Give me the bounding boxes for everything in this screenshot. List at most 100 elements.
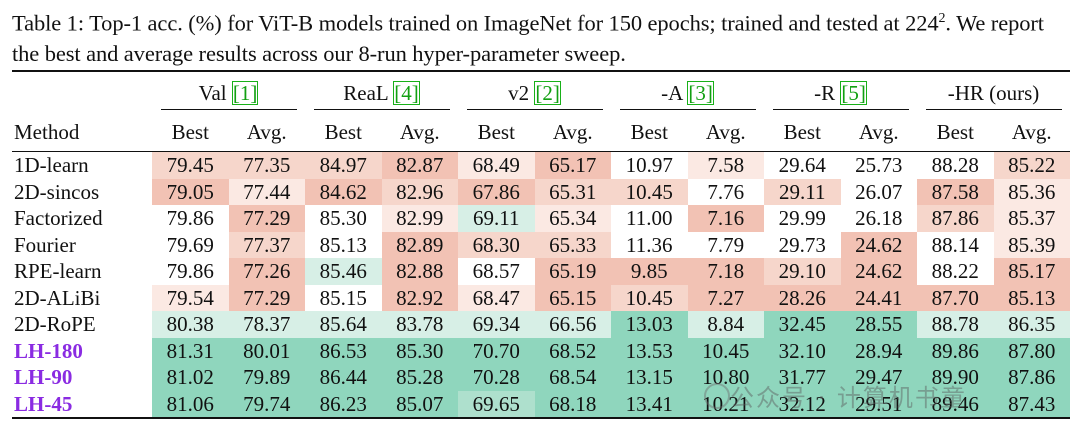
best-value-cell: 89.86 [917,337,994,364]
table-body: 1D-learn 79.45 77.35 84.97 82.87 68.49 65.17 10… [12,151,1070,418]
best-value-cell: 88.78 [917,311,994,338]
table-row: RPE-learn 79.86 77.26 85.46 82.88 68.57 65.19 9… [12,258,1070,285]
table-row: 2D-sincos 79.05 77.44 84.62 82.96 67.86 65.31 1… [12,178,1070,205]
avg-value-cell: 7.58 [687,151,764,179]
best-value-cell: 69.65 [458,390,535,418]
best-value-cell: 80.38 [152,311,229,338]
caption-label: Table 1: [12,10,84,36]
method-name: 2D-RoPE [14,312,96,336]
avg-value-cell: 26.18 [840,205,917,232]
avg-value-cell: 26.07 [840,178,917,205]
results-table: Val [1] ReaL [4] v2 [2] -A [3] -R [5] -H… [12,70,1070,419]
best-value-cell: 29.99 [764,205,841,232]
citation-link[interactable]: [5] [840,81,867,105]
best-value-cell: 10.45 [611,284,688,311]
best-value-cell: 32.12 [764,390,841,418]
avg-value-cell: 77.29 [228,284,305,311]
avg-value-cell: 8.84 [687,311,764,338]
avg-value-cell: 24.62 [840,231,917,258]
best-value-cell: 68.57 [458,258,535,285]
best-value-cell: 86.53 [305,337,382,364]
avg-value-cell: 79.74 [228,390,305,418]
best-value-cell: 13.53 [611,337,688,364]
avg-value-cell: 85.30 [381,337,458,364]
method-name: LH-45 [14,391,73,416]
table-row: 1D-learn 79.45 77.35 84.97 82.87 68.49 65.17 10… [12,151,1070,179]
avg-value-cell: 65.15 [534,284,611,311]
best-value-cell: 81.02 [152,364,229,391]
avg-value-cell: 65.34 [534,205,611,232]
avg-value-cell: 77.35 [228,151,305,179]
method-name: LH-90 [14,365,73,389]
avg-value-cell: 28.94 [840,337,917,364]
best-value-cell: 86.44 [305,364,382,391]
group-header-real: ReaL [4] [305,71,458,113]
avg-value-cell: 83.78 [381,311,458,338]
best-value-cell: 85.15 [305,284,382,311]
avg-value-cell: 82.88 [381,258,458,285]
avg-value-cell: 77.26 [228,258,305,285]
avg-value-cell: 24.62 [840,258,917,285]
best-value-cell: 88.22 [917,258,994,285]
avg-value-cell: 85.28 [381,364,458,391]
avg-header: Avg. [858,119,899,144]
best-header: Best [171,119,209,144]
best-value-cell: 88.28 [917,151,994,179]
citation-link[interactable]: [3] [687,81,714,105]
avg-value-cell: 87.86 [993,364,1070,391]
group-header-val: Val [1] [152,71,305,113]
best-header: Best [630,119,668,144]
method-name: Fourier [14,232,76,257]
group-header-row: Val [1] ReaL [4] v2 [2] -A [3] -R [5] -H… [12,71,1070,113]
table-row: LH-180 81.31 80.01 86.53 85.30 70.70 68.52 13.5… [12,337,1070,364]
avg-value-cell: 79.89 [228,364,305,391]
table-row: 2D-ALiBi 79.54 77.29 85.15 82.92 68.47 65.15 10… [12,284,1070,311]
avg-value-cell: 85.22 [993,151,1070,179]
caption-text: epochs; trained and tested at [642,10,906,36]
avg-value-cell: 7.79 [687,231,764,258]
citation-link[interactable]: [4] [393,81,420,105]
citation-link[interactable]: [2] [534,81,561,105]
best-value-cell: 32.10 [764,337,841,364]
avg-header: Avg. [246,119,287,144]
table-row: Fourier 79.69 77.37 85.13 82.89 68.30 65.33 11.… [12,231,1070,258]
avg-value-cell: 29.47 [840,364,917,391]
group-header-r: -R [5] [764,71,917,113]
best-value-cell: 87.86 [917,205,994,232]
avg-header: Avg. [399,119,440,144]
avg-value-cell: 68.54 [534,364,611,391]
table-caption: Table 1: Top-1 acc. (%) for ViT-B models… [12,4,1072,69]
avg-value-cell: 85.07 [381,390,458,418]
method-name: Factorized [14,206,103,230]
avg-value-cell: 78.37 [228,311,305,338]
best-value-cell: 31.77 [764,364,841,391]
best-value-cell: 84.62 [305,178,382,205]
table-row: 2D-RoPE 80.38 78.37 85.64 83.78 69.34 66.56 13.… [12,311,1070,338]
best-value-cell: 79.54 [152,284,229,311]
avg-value-cell: 25.73 [840,151,917,179]
avg-header: Avg. [705,119,746,144]
avg-header: Avg. [1011,119,1052,144]
best-value-cell: 10.97 [611,151,688,179]
best-value-cell: 81.31 [152,337,229,364]
best-value-cell: 87.70 [917,284,994,311]
best-header: Best [783,119,821,144]
avg-value-cell: 82.96 [381,178,458,205]
best-value-cell: 11.00 [611,205,688,232]
avg-value-cell: 80.01 [228,337,305,364]
best-value-cell: 70.70 [458,337,535,364]
caption-runs: 8 [358,40,370,66]
avg-value-cell: 65.31 [534,178,611,205]
best-value-cell: 81.06 [152,390,229,418]
best-value-cell: 13.03 [611,311,688,338]
best-value-cell: 70.28 [458,364,535,391]
avg-value-cell: 82.92 [381,284,458,311]
avg-value-cell: 85.39 [993,231,1070,258]
best-value-cell: 29.64 [764,151,841,179]
method-name: LH-180 [14,338,83,363]
avg-value-cell: 82.99 [381,205,458,232]
header-empty-cell [12,71,152,113]
best-value-cell: 13.41 [611,390,688,418]
citation-link[interactable]: [1] [231,81,259,105]
group-header-hr: -HR (ours) [917,71,1070,113]
